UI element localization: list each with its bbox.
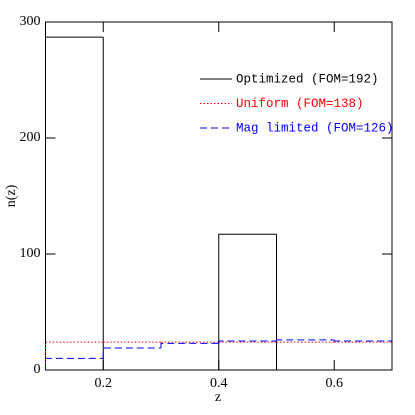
histogram-step (45, 357, 104, 370)
legend-label: Uniform (FOM=138) (236, 97, 364, 111)
y-axis-label: n(z) (4, 184, 19, 207)
histogram-step (218, 340, 277, 344)
y-tick-label: 300 (20, 14, 41, 29)
histogram-step (102, 347, 161, 359)
histogram-step (102, 37, 161, 371)
y-tick-label: 100 (20, 246, 41, 261)
x-tick-label: 0.4 (210, 376, 228, 391)
y-tick-label: 0 (34, 362, 41, 377)
legend-label: Mag limited (FOM=126) (236, 121, 394, 135)
histogram-step (45, 36, 104, 370)
x-tick-label: 0.2 (95, 376, 113, 391)
histogram-step (276, 339, 335, 341)
x-axis-label: z (215, 390, 221, 405)
histogram-step (160, 342, 219, 348)
x-tick-label: 0.6 (326, 376, 344, 391)
histogram-step (218, 233, 277, 370)
histogram-step (45, 341, 104, 370)
histogram-step (333, 339, 392, 342)
legend-label: Optimized (FOM=192) (236, 72, 379, 86)
y-tick-label: 200 (20, 130, 41, 145)
histogram-step (276, 234, 335, 371)
